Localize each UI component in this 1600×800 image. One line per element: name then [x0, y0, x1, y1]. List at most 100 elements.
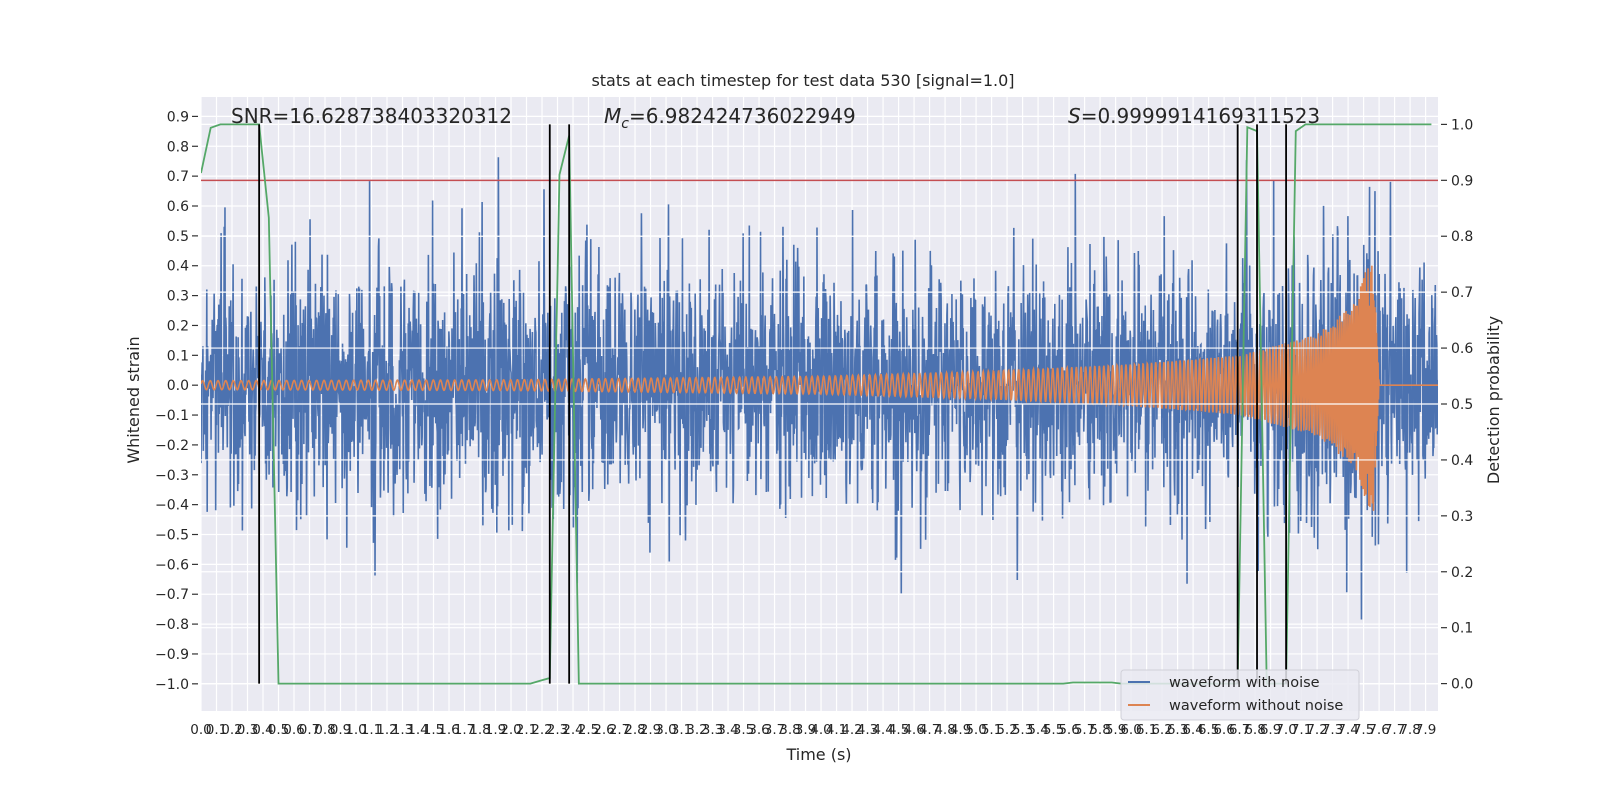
right-grid: [201, 123, 1438, 685]
y2-tick-label: 0.2: [1451, 565, 1473, 581]
x-tick-label: 0.9: [330, 722, 351, 738]
x-tick-label: 0.1: [206, 722, 227, 738]
x-tick-label: 4.9: [950, 722, 971, 738]
x-tick-label: 4.1: [826, 722, 847, 738]
y2-tick-label: 0.3: [1451, 509, 1473, 525]
x-tick-label: 4.2: [841, 722, 862, 738]
legend-label-waveform-with-noise: waveform with noise: [1169, 675, 1320, 691]
y-tick-label: −0.1: [155, 408, 189, 424]
y2-tick-label: 1.0: [1451, 117, 1473, 133]
y-tick-label: 0.2: [167, 318, 189, 334]
x-tick-label: 1.3: [392, 722, 413, 738]
chirp-mass-subscript: c: [621, 116, 629, 132]
y-tick-label: 0.8: [167, 139, 189, 155]
x-tick-label: 2.2: [531, 722, 552, 738]
x-tick-label: 0.7: [299, 722, 320, 738]
x-tick-label: 2.0: [500, 722, 521, 738]
x-tick-label: 1.7: [454, 722, 475, 738]
x-tick-label: 6.4: [1182, 722, 1203, 738]
x-tick-label: 1.4: [407, 722, 428, 738]
x-tick-label: 4.6: [903, 722, 924, 738]
x-tick-label: 5.0: [965, 722, 986, 738]
x-tick-label: 4.5: [888, 722, 909, 738]
chirp-mass-annotation: Mc=6.982424736022949: [604, 104, 856, 132]
y-tick-label: −0.6: [155, 557, 189, 573]
x-tick-label: 2.7: [609, 722, 630, 738]
x-tick-label: 7.6: [1368, 722, 1389, 738]
legend-box: [1120, 669, 1360, 721]
y2-axis-label: Detection probability: [1484, 316, 1503, 484]
x-tick-label: 4.7: [919, 722, 940, 738]
y-tick-label: 0.4: [167, 259, 189, 275]
x-tick-label: 5.1: [981, 722, 1002, 738]
x-tick-label: 1.6: [438, 722, 459, 738]
y-tick-label: 0.0: [167, 378, 189, 394]
y-tick-label: 0.9: [167, 109, 189, 125]
x-axis-ticks: 0.00.10.20.30.40.50.60.70.80.91.01.11.21…: [190, 722, 1436, 738]
y-tick-label: −0.8: [155, 617, 189, 633]
chirp-mass-value: =6.982424736022949: [629, 104, 856, 128]
x-tick-label: 0.3: [237, 722, 258, 738]
x-tick-label: 7.3: [1322, 722, 1343, 738]
x-tick-label: 5.5: [1043, 722, 1064, 738]
x-tick-label: 2.4: [562, 722, 583, 738]
y2-tick-label: 0.0: [1451, 677, 1473, 693]
y-tick-label: 0.1: [167, 348, 189, 364]
score-symbol: S: [1068, 104, 1081, 128]
x-tick-label: 3.9: [795, 722, 816, 738]
y2-tick-label: 0.5: [1451, 397, 1473, 413]
x-tick-label: 3.6: [748, 722, 769, 738]
x-tick-label: 3.0: [655, 722, 676, 738]
x-tick-label: 6.3: [1167, 722, 1188, 738]
y2-tick-label: 0.7: [1451, 285, 1473, 301]
x-tick-label: 2.9: [640, 722, 661, 738]
x-tick-label: 0.5: [268, 722, 289, 738]
x-tick-label: 4.4: [872, 722, 893, 738]
x-tick-label: 1.8: [469, 722, 490, 738]
x-tick-label: 3.5: [733, 722, 754, 738]
chart-title: stats at each timestep for test data 530…: [591, 71, 1014, 90]
y2-axis-ticks: 0.0 0.1 0.2 0.3 0.4 0.5 0.6 0.7 0.8 0.9 1.0: [1441, 117, 1473, 693]
x-tick-label: 5.4: [1027, 722, 1048, 738]
score-annotation: S=0.9999914169311523: [1068, 104, 1320, 128]
x-tick-label: 6.6: [1213, 722, 1234, 738]
x-tick-label: 1.5: [423, 722, 444, 738]
x-tick-label: 6.8: [1244, 722, 1265, 738]
x-tick-label: 4.0: [810, 722, 831, 738]
x-tick-label: 4.8: [934, 722, 955, 738]
y-tick-label: 0.5: [167, 229, 189, 245]
y-tick-label: 0.6: [167, 199, 189, 215]
y-tick-label: −1.0: [155, 677, 189, 693]
score-value: =0.9999914169311523: [1081, 104, 1320, 128]
detection-vlines: [258, 124, 1287, 684]
x-tick-label: 5.3: [1012, 722, 1033, 738]
x-tick-label: 0.4: [252, 722, 273, 738]
x-tick-label: 3.2: [686, 722, 707, 738]
y-tick-label: −0.9: [155, 647, 189, 663]
y-tick-label: −0.3: [155, 468, 189, 484]
x-tick-label: 5.9: [1105, 722, 1126, 738]
x-tick-label: 3.4: [717, 722, 738, 738]
x-tick-label: 1.9: [485, 722, 506, 738]
y2-tick-label: 0.4: [1451, 453, 1473, 469]
series-line-waveform-without-noise: [201, 265, 1438, 511]
x-tick-label: 2.1: [516, 722, 537, 738]
legend[interactable]: waveform with noise waveform without noi…: [1120, 669, 1360, 721]
x-tick-label: 7.9: [1415, 722, 1436, 738]
x-tick-label: 5.6: [1058, 722, 1079, 738]
y-tick-label: −0.4: [155, 498, 189, 514]
x-tick-label: 7.7: [1384, 722, 1405, 738]
x-tick-label: 6.7: [1229, 722, 1250, 738]
x-tick-label: 0.8: [314, 722, 335, 738]
y-tick-label: 0.7: [167, 169, 189, 185]
y-tick-label: −0.5: [155, 528, 189, 544]
x-axis-label: Time (s): [785, 745, 851, 764]
x-tick-label: 2.6: [593, 722, 614, 738]
x-tick-label: 2.5: [578, 722, 599, 738]
x-tick-label: 5.8: [1089, 722, 1110, 738]
x-tick-label: 7.1: [1291, 722, 1312, 738]
x-tick-label: 7.0: [1275, 722, 1296, 738]
x-tick-label: 6.5: [1198, 722, 1219, 738]
x-tick-label: 1.2: [376, 722, 397, 738]
